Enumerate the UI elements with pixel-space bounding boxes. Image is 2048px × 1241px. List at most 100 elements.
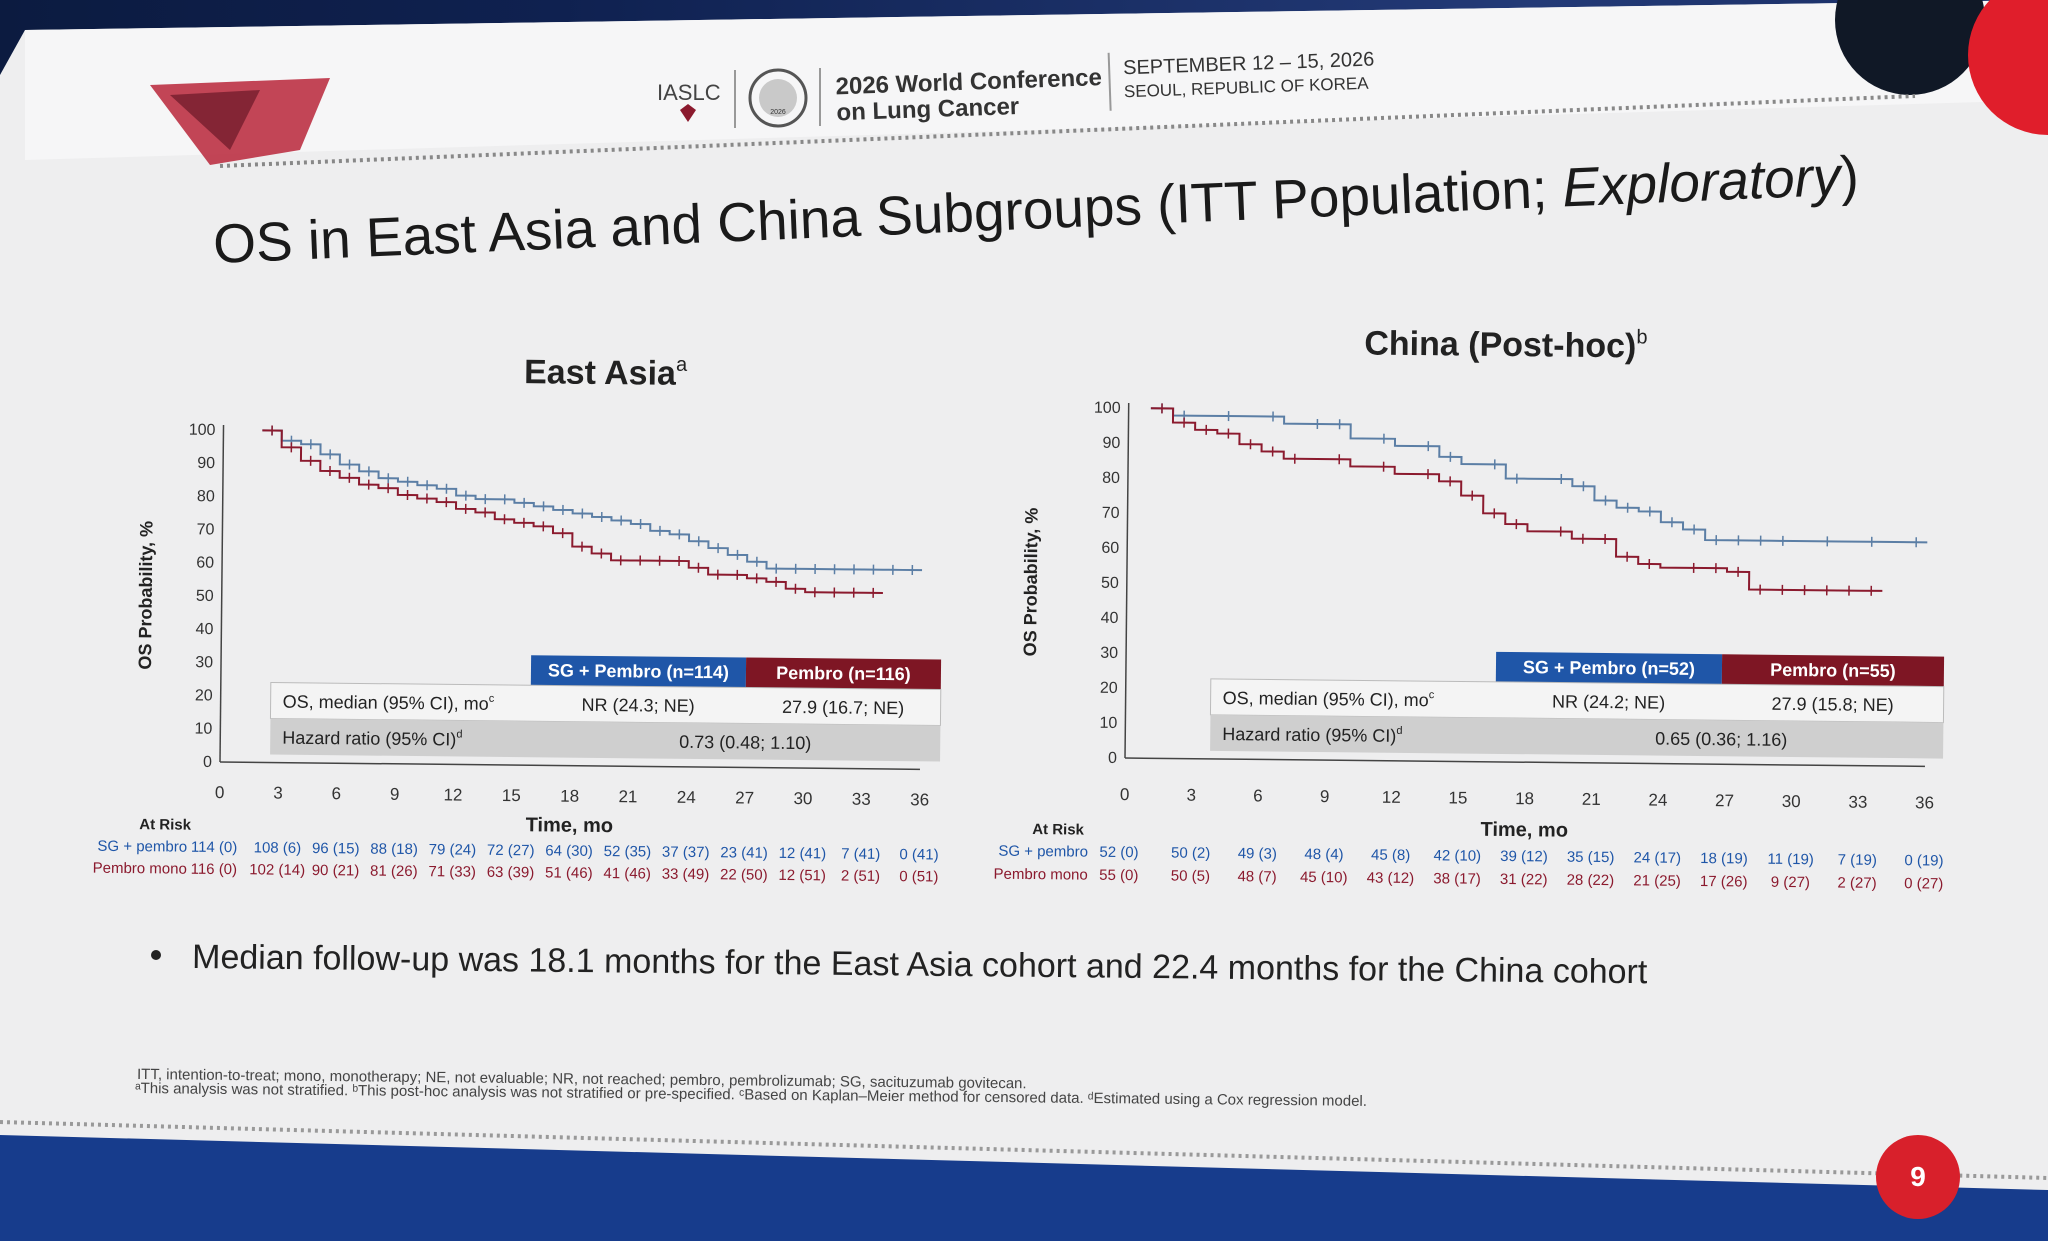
at-risk-value-pembro: 31 (22): [1500, 871, 1548, 888]
at-risk-value-pembro: 41 (46): [603, 865, 651, 882]
at-risk-value-pembro: 38 (17): [1433, 870, 1481, 887]
chart-title: China (Post-hoc)b: [1364, 323, 1648, 365]
table-hazard-superscript: d: [456, 728, 462, 740]
at-risk-value-sg-pembro: 52 (0): [1099, 844, 1138, 861]
x-tick-label: 30: [1782, 792, 1801, 811]
footer-band: [0, 1135, 2048, 1241]
seal-year: 2026: [770, 109, 786, 116]
table-header-pembro: [1721, 654, 1945, 687]
y-tick-label: 0: [1108, 750, 1117, 767]
at-risk-value-sg-pembro: 96 (15): [312, 840, 360, 857]
corner-art-right: [1835, 0, 1985, 95]
at-risk-row-label-sg-pembro: SG + pembro: [97, 838, 187, 856]
y-tick-label: 100: [1094, 400, 1121, 417]
header-dotted-line: [219, 94, 1916, 168]
at-risk-value-sg-pembro: 72 (27): [487, 842, 535, 859]
at-risk-value-pembro: 2 (51): [841, 868, 880, 885]
y-tick-label: 40: [196, 621, 214, 638]
at-risk-value-sg-pembro: 49 (3): [1238, 845, 1277, 862]
at-risk-value-pembro: 33 (49): [662, 866, 710, 883]
x-tick-label: 12: [443, 785, 462, 804]
table-median-sg-pembro: NR (24.2; NE): [1552, 691, 1665, 712]
at-risk-value-pembro: 28 (22): [1567, 872, 1615, 889]
at-risk-row-label-pembro: Pembro mono: [993, 866, 1087, 884]
y-tick-label: 30: [195, 654, 213, 671]
at-risk-value-sg-pembro: 11 (19): [1767, 851, 1814, 868]
x-tick-label: 36: [910, 790, 929, 809]
table-header-sg-pembro-label: SG + Pembro (n=52): [1523, 657, 1695, 679]
table-header-pembro: [745, 657, 942, 690]
table-median-superscript: c: [489, 693, 495, 705]
y-tick-label: 90: [197, 455, 215, 472]
slide-header-band: [25, 0, 2048, 160]
y-tick-label: 80: [197, 488, 215, 505]
x-tick-label: 3: [273, 784, 283, 803]
at-risk-value-sg-pembro: 7 (19): [1838, 851, 1877, 868]
x-tick-label: 30: [793, 789, 812, 808]
at-risk-value-sg-pembro: 48 (4): [1304, 846, 1343, 863]
x-tick-label: 15: [502, 786, 521, 805]
x-tick-label: 24: [1648, 790, 1667, 809]
at-risk-row-label-sg-pembro: SG + pembro: [998, 843, 1088, 861]
x-tick-label: 15: [1448, 788, 1467, 807]
corner-art-left-dark: [170, 90, 260, 150]
at-risk-row-label-pembro: Pembro mono: [93, 860, 187, 878]
at-risk-value-pembro: 102 (14): [249, 861, 305, 879]
at-risk-value-sg-pembro: 52 (35): [604, 843, 652, 860]
chart-title: East Asiaa: [524, 352, 688, 393]
y-tick-label: 70: [1102, 505, 1120, 522]
table-row-hazard: [270, 718, 941, 762]
x-axis-line: [1124, 757, 1925, 768]
x-tick-label: 12: [1382, 788, 1401, 807]
table-header-sg-pembro-label: SG + Pembro (n=114): [548, 660, 729, 682]
x-axis-line: [219, 761, 920, 771]
km-chart-china: China (Post-hoc)b01020304050607080901000…: [993, 323, 1945, 893]
at-risk-value-sg-pembro: 42 (10): [1433, 847, 1481, 864]
x-tick-label: 33: [852, 790, 871, 809]
slide-title-italic: Exploratory: [1561, 145, 1845, 219]
table-median-pembro: 27.9 (16.7; NE): [782, 697, 904, 718]
y-tick-label: 60: [1101, 540, 1119, 557]
conference-seal-inner: [759, 79, 797, 117]
x-tick-label: 27: [735, 788, 754, 807]
at-risk-value-pembro: 55 (0): [1099, 867, 1138, 884]
y-tick-label: 60: [196, 555, 214, 572]
table-hazard-superscript: d: [1396, 725, 1402, 737]
at-risk-value-sg-pembro: 79 (24): [429, 841, 477, 858]
x-axis-title: Time, mo: [1480, 819, 1568, 842]
y-tick-label: 70: [197, 521, 215, 538]
table-row-hazard: [1210, 714, 1944, 759]
at-risk-value-sg-pembro: 18 (19): [1700, 850, 1748, 867]
at-risk-value-pembro: 45 (10): [1300, 869, 1348, 886]
y-tick-label: 40: [1101, 610, 1119, 627]
table-header-sg-pembro: [1495, 651, 1723, 685]
y-axis-line: [1124, 403, 1130, 759]
km-curve-pembro: [262, 429, 883, 594]
x-tick-label: 0: [215, 783, 225, 802]
chart-title-superscript: b: [1636, 326, 1647, 348]
chart-title-superscript: a: [676, 354, 688, 376]
at-risk-value-pembro: 90 (21): [312, 862, 360, 879]
table-header-pembro-label: Pembro (n=55): [1770, 660, 1896, 681]
table-hazard-value: 0.65 (0.36; 1.16): [1655, 729, 1787, 750]
chart-title-text: East Asia: [524, 353, 677, 393]
x-tick-label: 9: [1320, 787, 1330, 806]
x-tick-label: 24: [677, 788, 696, 807]
x-tick-label: 33: [1848, 793, 1867, 812]
conference-seal-icon: [748, 68, 808, 128]
at-risk-value-pembro: 17 (26): [1700, 873, 1748, 890]
x-tick-label: 3: [1186, 786, 1196, 805]
page-number-badge: 9: [1876, 1135, 1960, 1219]
at-risk-value-sg-pembro: 88 (18): [370, 841, 418, 858]
footer-dotted-line: [0, 1120, 2048, 1180]
at-risk-value-sg-pembro: 0 (19): [1904, 852, 1943, 869]
table-median-label: OS, median (95% CI), moc: [283, 691, 495, 714]
table-header-pembro-label: Pembro (n=116): [776, 663, 911, 684]
at-risk-value-sg-pembro: 37 (37): [662, 844, 710, 861]
at-risk-value-sg-pembro: 114 (0): [191, 839, 238, 856]
at-risk-value-pembro: 50 (5): [1171, 867, 1210, 884]
x-tick-label: 6: [332, 784, 342, 803]
table-hazard-value: 0.73 (0.48; 1.10): [679, 732, 811, 753]
at-risk-value-pembro: 0 (51): [899, 868, 938, 885]
